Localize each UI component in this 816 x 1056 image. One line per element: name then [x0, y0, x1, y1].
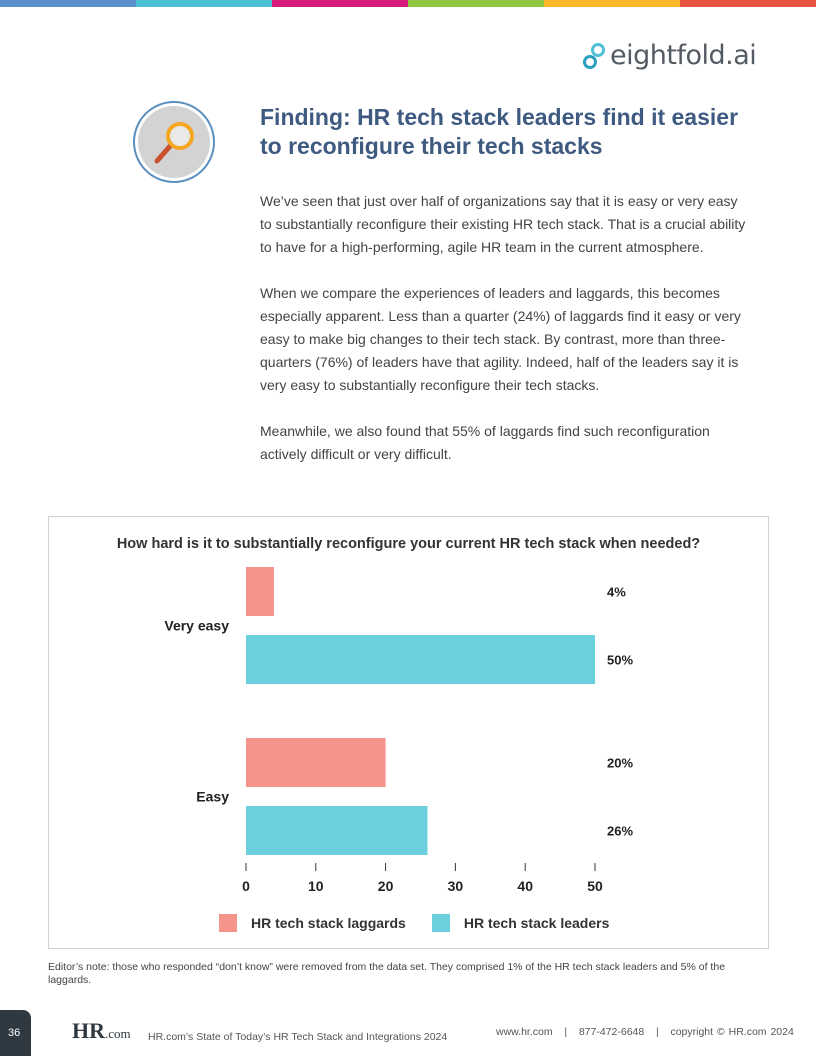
stripe-segment [0, 0, 136, 7]
data-label: 4% [607, 585, 626, 600]
body-text: We’ve seen that just over half of organi… [260, 190, 750, 489]
data-label: 26% [607, 824, 633, 839]
tick-label: 0 [242, 878, 250, 894]
bar-chart: 4% 50% Very easy 20% 26% Easy 0 10 20 30 40 50 [164, 567, 633, 894]
paragraph: We’ve seen that just over half of organi… [260, 193, 746, 255]
tick-label: 50 [587, 878, 603, 894]
tick-label: 40 [517, 878, 533, 894]
stripe-segment [544, 0, 680, 7]
category-label: Easy [196, 789, 229, 805]
finding-badge [133, 101, 215, 183]
data-label: 20% [607, 756, 633, 771]
page-title: Finding: HR tech stack leaders find it e… [260, 104, 739, 159]
stripe-segment [408, 0, 544, 7]
chart-legend: HR tech stack laggards HR tech stack lea… [219, 914, 609, 932]
legend-label: HR tech stack leaders [463, 915, 610, 931]
tick-label: 30 [448, 878, 464, 894]
stripe-segment [680, 0, 816, 7]
hr-com-logo: HR.com [72, 1018, 131, 1043]
color-stripe [0, 0, 816, 7]
stripe-segment [136, 0, 272, 7]
eightfold-logo: eightfold.ai [582, 40, 757, 71]
chart-container: How hard is it to substantially reconfig… [48, 516, 769, 949]
bar [246, 635, 595, 684]
category-label: Very easy [164, 618, 229, 634]
legend-swatch [219, 914, 237, 932]
legend-label: HR tech stack laggards [251, 915, 406, 931]
chart-title: How hard is it to substantially reconfig… [116, 536, 701, 552]
footer-title: HR.com’s State of Today’s HR Tech Stack … [148, 1031, 448, 1043]
eightfold-mark-icon [583, 42, 605, 69]
bar [246, 738, 386, 787]
legend-item-leaders: HR tech stack leaders [431, 914, 610, 932]
magnifying-glass-icon [154, 122, 194, 164]
tick-label: 20 [378, 878, 394, 894]
stripe-segment [272, 0, 408, 7]
legend-item-laggards: HR tech stack laggards [219, 914, 406, 932]
footer-contact: www.hr.com | 877-472-6648 | copyright © … [496, 1026, 794, 1038]
paragraph: Meanwhile, we also found that 55% of lag… [260, 423, 710, 462]
logo-text: eightfold.ai [610, 40, 757, 71]
data-label: 50% [607, 653, 633, 668]
page-number: 36 [0, 1010, 31, 1056]
editors-note: Editor’s note: those who responded “don’… [48, 961, 726, 986]
paragraph: When we compare the experiences of leade… [260, 285, 741, 393]
legend-swatch [431, 914, 450, 932]
bar [246, 806, 428, 855]
bar [246, 567, 274, 616]
tick-label: 10 [308, 878, 324, 894]
